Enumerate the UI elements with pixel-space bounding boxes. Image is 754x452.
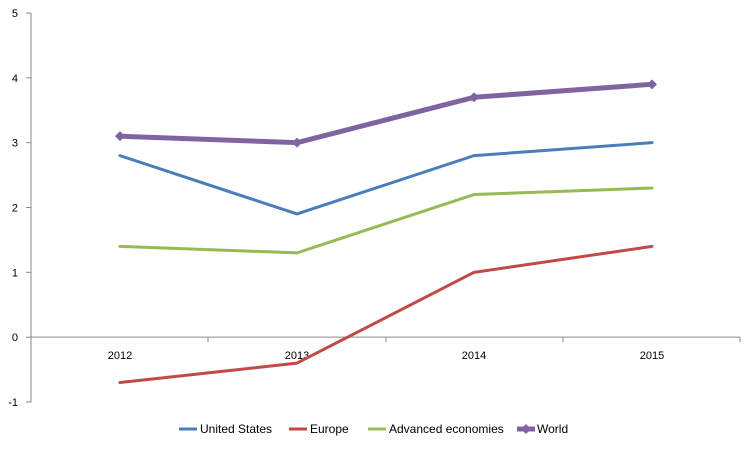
data-point — [115, 131, 125, 142]
legend-item: Advanced economies — [368, 422, 504, 436]
legend-item: United States — [179, 422, 272, 436]
x-tick-label: 2012 — [108, 350, 132, 362]
series-advanced-economies — [118, 186, 654, 255]
y-tick-label: 0 — [12, 332, 18, 344]
legend-label: United States — [200, 422, 272, 436]
legend-item: Europe — [289, 422, 349, 436]
y-tick-label: 3 — [12, 138, 18, 150]
series-line — [118, 141, 654, 216]
data-point — [647, 79, 657, 90]
legend-label: Europe — [310, 422, 349, 436]
series-layer — [115, 79, 657, 385]
legend-item: World — [517, 422, 568, 436]
series-line — [118, 186, 654, 255]
series-world — [115, 79, 657, 148]
series-europe — [118, 244, 654, 385]
y-tick-label: 1 — [12, 267, 18, 279]
legend: United States Europe Advanced economies Wor… — [179, 422, 568, 436]
y-tick-label: 2 — [12, 203, 18, 215]
legend-marker — [521, 424, 531, 434]
legend-label: World — [537, 422, 568, 436]
data-point — [292, 137, 302, 148]
series-line — [118, 244, 654, 385]
x-tick-label: 2015 — [640, 350, 664, 362]
series-united-states — [118, 141, 654, 216]
y-tick-label: 5 — [12, 8, 18, 20]
legend-label: Advanced economies — [389, 422, 504, 436]
series-line — [117, 81, 655, 146]
data-point — [469, 92, 479, 103]
y-tick-label: 4 — [12, 73, 18, 85]
x-tick-label: 2014 — [462, 350, 486, 362]
y-tick-label: -1 — [8, 397, 18, 409]
